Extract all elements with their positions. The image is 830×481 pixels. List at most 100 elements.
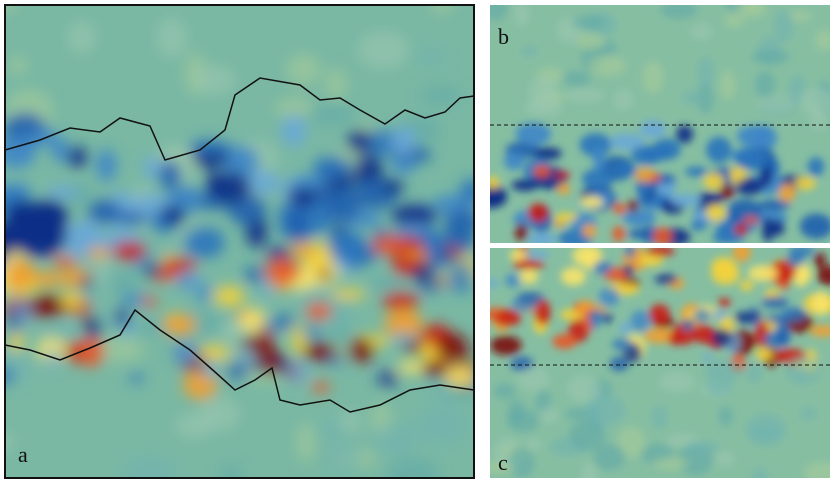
blob (582, 168, 614, 189)
blob (517, 292, 544, 304)
blob (437, 334, 469, 361)
blob (628, 200, 638, 213)
blob (808, 157, 824, 176)
blob (306, 302, 332, 320)
blob (512, 260, 544, 269)
blob (650, 173, 660, 181)
blob (68, 21, 96, 54)
blob (444, 365, 477, 386)
blob (623, 264, 635, 275)
blob (614, 90, 634, 110)
blob (278, 355, 289, 375)
blob (311, 382, 329, 393)
blob (382, 179, 405, 194)
blob (552, 334, 576, 349)
blob (129, 372, 143, 384)
blob (704, 173, 724, 190)
blob (685, 167, 708, 177)
blob (569, 420, 606, 451)
blob (655, 274, 678, 284)
blob (762, 296, 789, 309)
blob (781, 307, 806, 322)
blob (517, 367, 549, 392)
blob (649, 304, 670, 324)
blob (771, 220, 785, 236)
blob (286, 54, 320, 85)
blob (286, 206, 307, 242)
blob (157, 18, 187, 58)
blob (539, 407, 559, 423)
blob (693, 309, 711, 323)
blob (507, 410, 540, 433)
blob (347, 130, 372, 153)
blob (812, 291, 829, 315)
blob (367, 275, 412, 293)
blob (293, 176, 329, 190)
blob (567, 375, 600, 402)
panel-c (482, 243, 830, 481)
panel-label: a (18, 442, 28, 467)
blob (486, 176, 500, 189)
blob (372, 236, 404, 255)
blob (580, 196, 603, 207)
blob (610, 357, 629, 372)
blob (736, 0, 767, 17)
blob (120, 291, 146, 307)
blob (646, 246, 674, 257)
blob (393, 331, 415, 344)
blob (211, 171, 252, 203)
blob (697, 57, 713, 89)
blob (96, 149, 117, 181)
blob (262, 318, 286, 328)
blob (734, 311, 757, 323)
blob (712, 329, 732, 347)
blob (473, 372, 487, 387)
figure: a b c (0, 0, 830, 481)
blob (46, 186, 78, 199)
blob (691, 23, 713, 40)
blob (175, 413, 213, 438)
blob (720, 184, 735, 198)
blob (430, 250, 457, 266)
blob (320, 421, 344, 442)
blob (265, 258, 301, 284)
blob (593, 261, 612, 274)
blob (391, 205, 438, 226)
blob (259, 281, 275, 295)
blob (163, 314, 197, 335)
blob (642, 61, 663, 94)
blob (244, 266, 266, 284)
blob (88, 200, 122, 224)
blob (5, 266, 31, 292)
blob (504, 152, 525, 170)
blob (281, 115, 306, 147)
blob (382, 292, 419, 310)
blob (528, 203, 549, 222)
blob (554, 171, 570, 178)
blob (325, 68, 347, 100)
blob (514, 2, 529, 26)
blob (653, 227, 672, 245)
blob (676, 125, 693, 143)
blob (53, 256, 77, 267)
blob (691, 220, 706, 230)
blob (711, 257, 736, 277)
blob (493, 383, 516, 399)
blob (527, 232, 556, 246)
panel-label: c (498, 450, 508, 475)
blob (193, 65, 235, 94)
blob (159, 160, 181, 189)
blob (505, 274, 521, 288)
blob (775, 328, 790, 347)
blob (183, 227, 224, 258)
blob (348, 339, 374, 363)
blob (8, 305, 30, 313)
blob (555, 220, 564, 228)
blob (631, 145, 663, 164)
blob (421, 340, 434, 361)
blob (623, 209, 656, 226)
blob (654, 457, 689, 470)
blob (390, 127, 416, 156)
blob (774, 10, 793, 43)
blob (525, 99, 562, 117)
